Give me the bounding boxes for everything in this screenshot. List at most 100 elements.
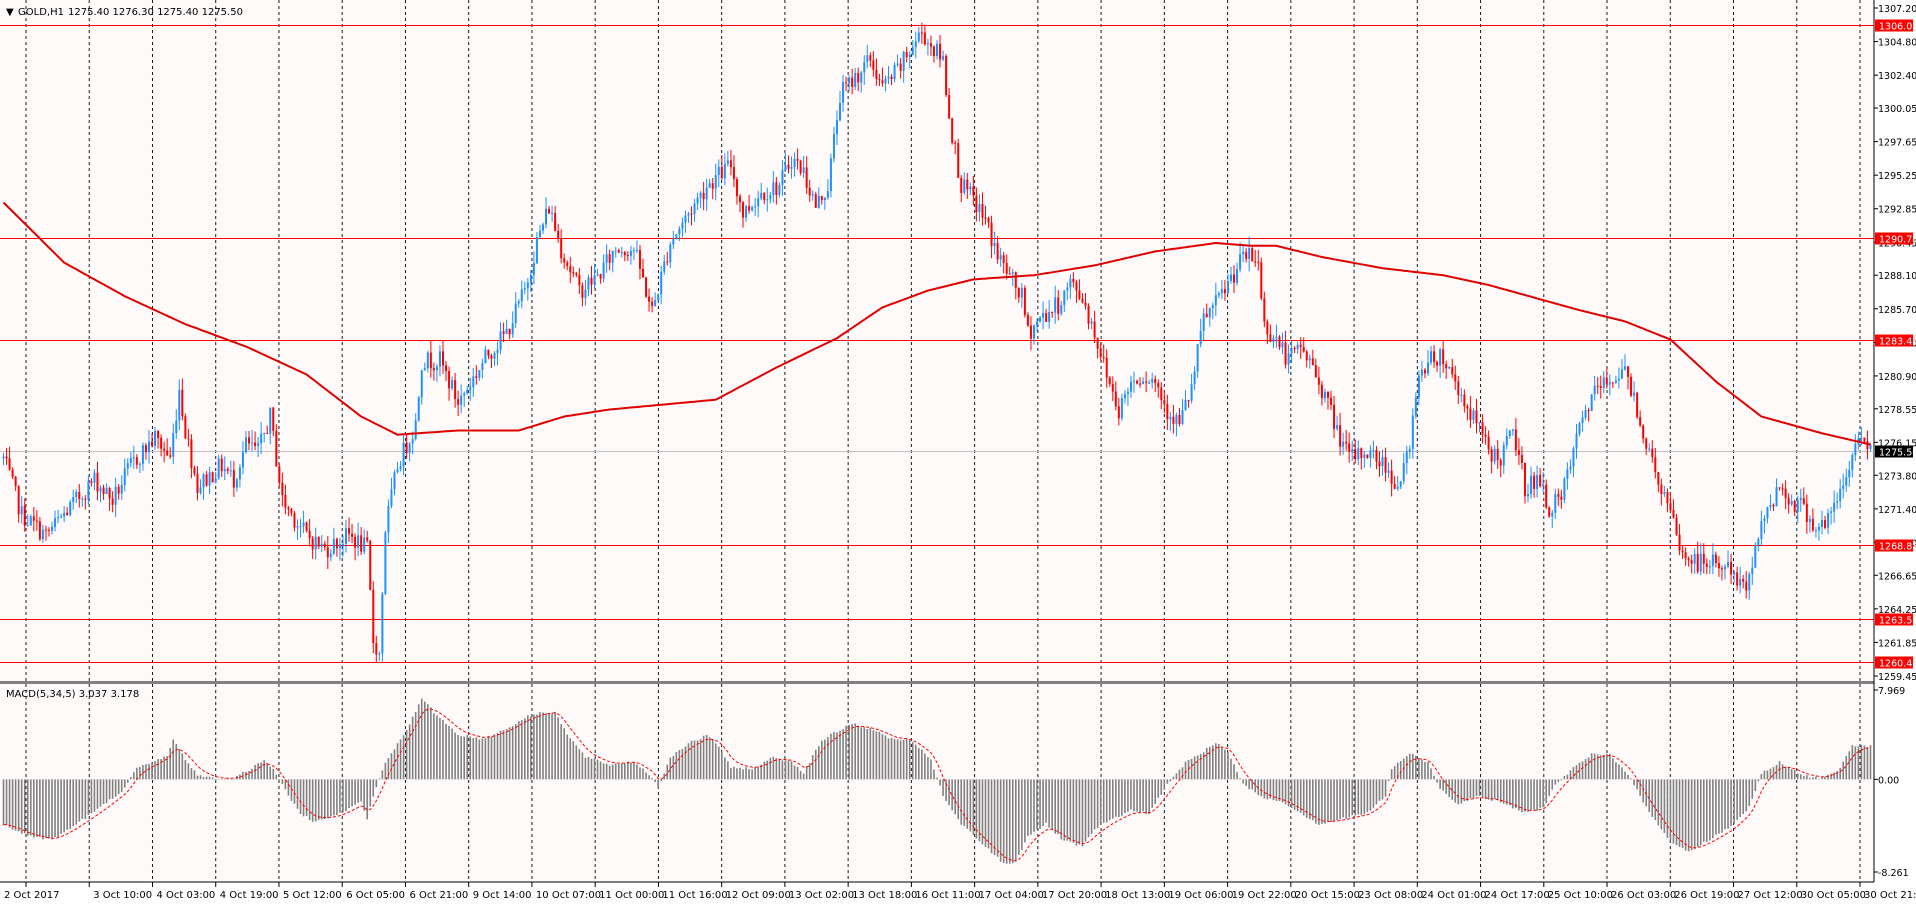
macd-bar (1405, 756, 1408, 780)
bull-candle (1769, 504, 1772, 508)
moving-average-line (2, 201, 1871, 446)
time-label: 4 Oct 19:00 (220, 890, 279, 901)
macd-bar (336, 779, 338, 816)
macd-bar (1624, 771, 1626, 780)
price-axis-label: 1307.20 (1878, 4, 1916, 15)
macd-bar (887, 738, 890, 780)
bull-candle (1554, 494, 1557, 513)
macd-bar (1021, 779, 1023, 851)
macd-bar (1099, 779, 1102, 825)
macd-bar (1251, 779, 1254, 790)
macd-bar (105, 779, 108, 804)
bear-candle (1057, 297, 1060, 314)
bull-candle (329, 553, 332, 558)
macd-bar (45, 779, 47, 839)
macd-bar (1321, 779, 1323, 824)
macd-bar (1584, 759, 1587, 780)
macd-bar (142, 765, 144, 780)
macd-bar (863, 726, 866, 780)
macd-bar (1730, 779, 1732, 827)
macd-bar (1445, 779, 1447, 794)
time-label: 19 Oct 22:00 (1232, 890, 1297, 901)
bull-candle (299, 526, 302, 528)
macd-bar (1512, 779, 1514, 809)
level-badge (1875, 656, 1913, 669)
macd-bar (363, 779, 365, 811)
time-label: 30 Oct 05:00 (1801, 890, 1866, 901)
macd-bar (460, 736, 462, 780)
macd-bar (1227, 752, 1229, 780)
bull-candle (1196, 344, 1199, 372)
bull-candle (863, 61, 866, 73)
panel-separator[interactable] (0, 681, 1874, 684)
bear-candle (1172, 416, 1175, 424)
bear-candle (151, 441, 154, 446)
bear-candle (1745, 581, 1748, 591)
current-price-label: 1275.50 (1879, 448, 1916, 459)
macd-bar (230, 779, 232, 780)
macd-bar (1011, 779, 1014, 864)
bull-candle (866, 55, 869, 62)
macd-bar (1460, 779, 1463, 804)
bear-candle (1539, 474, 1542, 487)
macd-bar (939, 779, 941, 786)
bear-candle (1451, 367, 1454, 375)
bear-candle (326, 547, 329, 558)
time-label: 17 Oct 04:00 (979, 890, 1044, 901)
chart-menu-arrow-icon[interactable]: ▼ (6, 7, 14, 18)
macd-bar (1415, 755, 1417, 780)
macd-bar (996, 779, 999, 857)
macd-bar (599, 761, 602, 780)
time-label: 13 Oct 02:00 (789, 890, 854, 901)
bull-candle (766, 199, 769, 201)
macd-bar (11, 779, 14, 830)
macd-bar (745, 767, 747, 780)
moving-average (2, 201, 1871, 446)
bear-candle (575, 273, 578, 276)
macd-bar (1842, 761, 1845, 780)
macd-bar (936, 777, 938, 780)
bull-candle (745, 206, 748, 218)
bull-candle (1126, 391, 1129, 394)
bull-candle (1760, 521, 1763, 539)
bull-candle (396, 469, 399, 473)
bear-candle (805, 167, 808, 188)
macd-bar (942, 779, 944, 796)
bull-candle (332, 538, 335, 554)
bear-candle (1596, 385, 1599, 387)
bear-candle (1354, 449, 1357, 460)
macd-bar (1857, 746, 1860, 780)
macd-bar (1387, 779, 1390, 782)
bear-candle (1378, 461, 1381, 467)
bull-candle (514, 303, 517, 324)
macd-bar (1575, 765, 1578, 780)
time-axis[interactable] (0, 882, 1916, 904)
bear-candle (872, 60, 875, 70)
bull-candle (263, 433, 266, 435)
macd-bar (1854, 746, 1857, 780)
bear-candle (190, 439, 193, 469)
macd-bar (1215, 743, 1217, 780)
macd-bar (551, 713, 553, 780)
time-label: 27 Oct 12:00 (1738, 890, 1803, 901)
macd-bar (1363, 779, 1366, 815)
macd-bar (102, 779, 105, 805)
macd-bar (1075, 779, 1078, 846)
price-axis-label: 1292.85 (1878, 205, 1916, 216)
bear-candle (939, 43, 942, 60)
macd-bar (1266, 779, 1269, 800)
bull-candle (1211, 305, 1214, 309)
macd-bar (390, 753, 393, 780)
macd-bar (848, 724, 850, 780)
bear-candle (1636, 392, 1639, 418)
macd-bar (1430, 768, 1432, 780)
macd-bar (1660, 779, 1663, 830)
macd-bar (1733, 779, 1735, 825)
macd-label: MACD(5,34,5) 3.037 3.178 (6, 689, 139, 700)
bear-candle (1105, 357, 1108, 378)
bear-candle (47, 529, 50, 531)
bull-candle (1602, 377, 1605, 388)
macd-bar (1111, 779, 1114, 819)
bull-candle (1308, 358, 1311, 361)
